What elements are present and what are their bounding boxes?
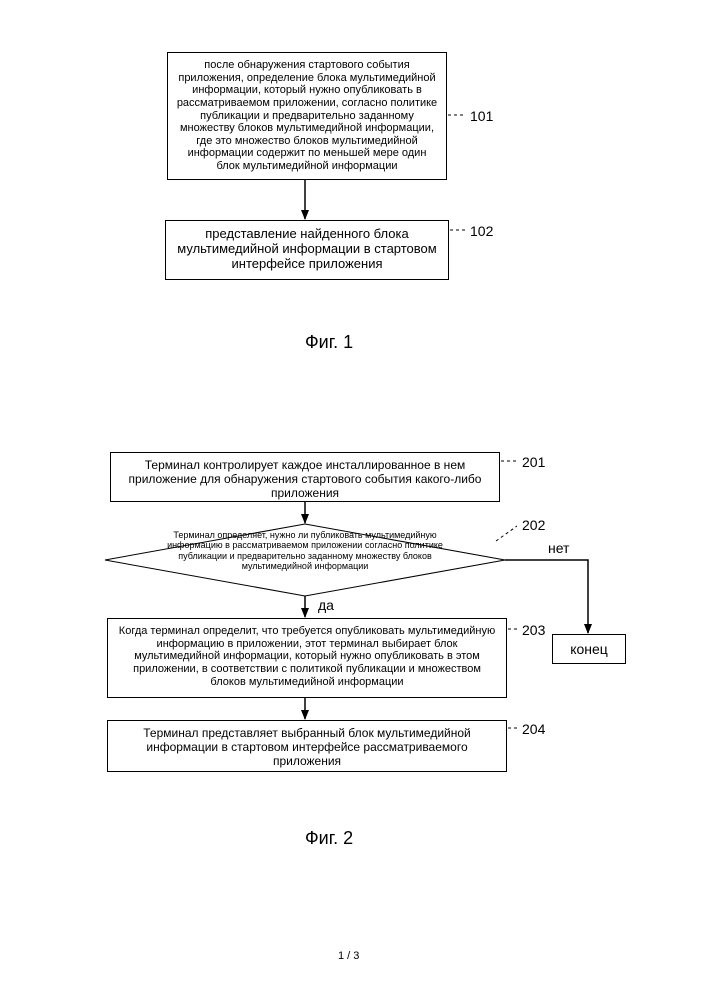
fig1-ref-101: 101	[470, 108, 493, 124]
page: после обнаружения стартового события при…	[0, 0, 707, 1000]
fig2-node-end: конец	[552, 634, 626, 664]
fig2-edge-label-da: да	[318, 597, 334, 613]
fig1-node-101: после обнаружения стартового события при…	[167, 52, 447, 180]
fig2-ref-201: 201	[522, 454, 545, 470]
fig2-node-202-text: Терминал определяет, нужно ли публиковат…	[152, 530, 458, 571]
fig2-edge-label-net: нет	[548, 540, 569, 556]
fig2-node-203: Когда терминал определит, что требуется …	[107, 618, 507, 698]
fig1-ref-102: 102	[470, 223, 493, 239]
fig2-ref-202: 202	[522, 517, 545, 533]
fig2-ref-204: 204	[522, 721, 545, 737]
fig1-caption: Фиг. 1	[305, 332, 353, 353]
fig2-caption: Фиг. 2	[305, 828, 353, 849]
page-number: 1 / 3	[338, 950, 359, 962]
fig1-node-102: представление найденного блока мультимед…	[165, 220, 449, 280]
fig2-node-201: Терминал контролирует каждое инсталлиров…	[110, 452, 500, 502]
fig2-ref-203: 203	[522, 622, 545, 638]
fig2-node-204: Терминал представляет выбранный блок мул…	[107, 720, 507, 772]
